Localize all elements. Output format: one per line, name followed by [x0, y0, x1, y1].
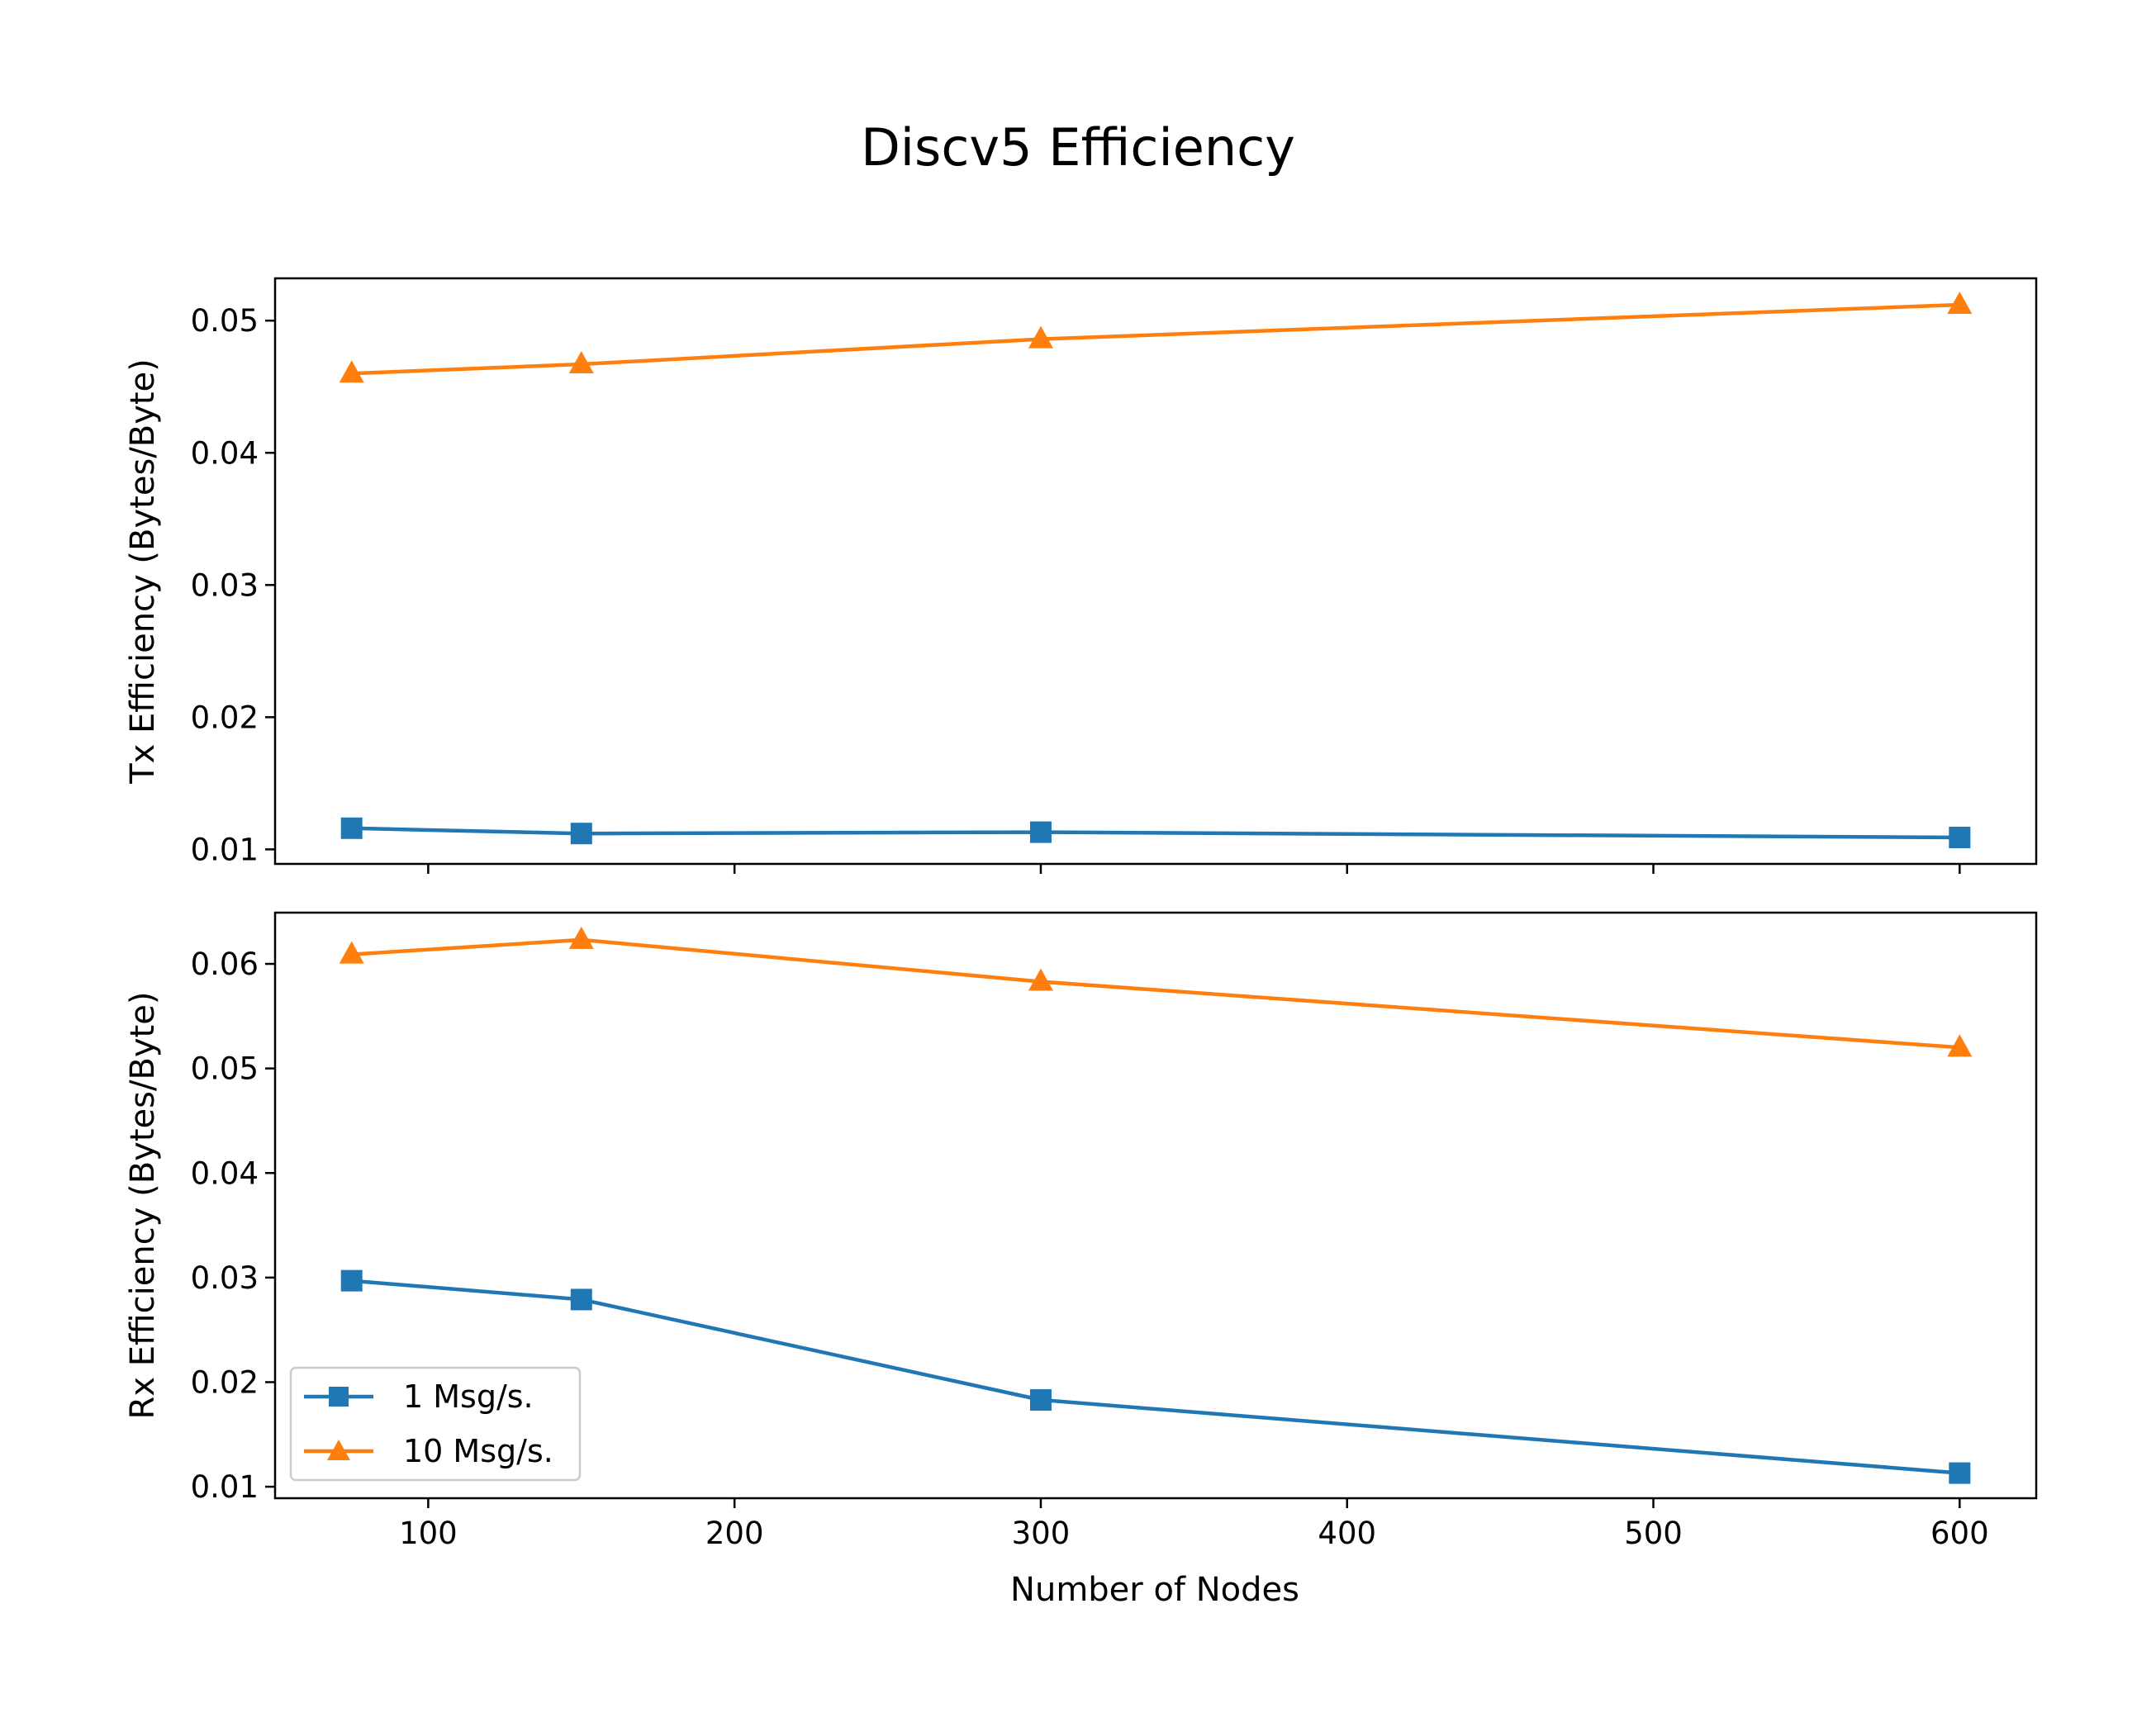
rx-data-point-1-msg-s — [570, 1288, 592, 1311]
tx-data-point-1-msg-s — [1949, 826, 1971, 848]
tx-data-point-10-msg-s — [568, 351, 594, 374]
legend-square-marker-icon — [329, 1387, 349, 1407]
rx-x-tick-label: 600 — [1930, 1516, 1989, 1551]
tx-data-point-10-msg-s — [1028, 325, 1053, 349]
tx-data-point-1-msg-s — [340, 817, 363, 839]
rx-y-tick-label: 0.02 — [191, 1364, 259, 1400]
tx-y-tick-label: 0.02 — [191, 700, 259, 735]
tx-y-tick-label: 0.05 — [191, 303, 259, 339]
tx-series-line-1-msg-s — [351, 826, 1960, 840]
rx-series-group — [339, 926, 1973, 1484]
rx-data-point-1-msg-s — [1949, 1462, 1971, 1484]
tx-y-tick-label: 0.04 — [191, 435, 259, 471]
tx-efficiency-panel: 0.01 0.02 0.03 0.04 0.05 Tx Efficiency (Byte… — [124, 277, 2038, 874]
rx-x-tick-label: 200 — [705, 1516, 764, 1551]
rx-data-point-10-msg-s — [1028, 968, 1053, 991]
rx-x-tick-label: 100 — [399, 1516, 458, 1551]
rx-data-point-10-msg-s — [339, 941, 364, 964]
rx-x-tick-label: 500 — [1624, 1516, 1683, 1551]
tx-ticks: 0.01 0.02 0.03 0.04 0.05 — [191, 303, 1961, 874]
rx-y-tick-label: 0.01 — [191, 1469, 259, 1505]
tx-axes-frame — [273, 277, 2038, 866]
legend-label-1-msg: 1 Msg/s. — [403, 1378, 534, 1415]
rx-series-line-1-msg-s — [351, 1279, 1960, 1475]
tx-series-line-10-msg-s — [351, 302, 1960, 376]
rx-y-axis-label: Rx Efficiency (Bytes/Byte) — [124, 992, 162, 1420]
legend-triangle-marker-icon — [327, 1440, 350, 1460]
legend: 1 Msg/s. 10 Msg/s. — [289, 1366, 582, 1482]
tx-y-tick-label: 0.03 — [191, 567, 259, 603]
legend-entry-10-msg: 10 Msg/s. — [304, 1433, 553, 1469]
rx-axes-frame — [273, 911, 2038, 1500]
tx-data-point-1-msg-s — [1029, 821, 1052, 843]
rx-x-tick-label: 400 — [1318, 1516, 1376, 1551]
rx-data-point-1-msg-s — [1029, 1388, 1052, 1411]
rx-y-tick-label: 0.03 — [191, 1260, 259, 1296]
rx-data-point-10-msg-s — [568, 926, 594, 949]
rx-y-tick-label: 0.04 — [191, 1155, 259, 1191]
rx-series-line-10-msg-s — [351, 937, 1960, 1050]
rx-y-tick-label: 0.05 — [191, 1051, 259, 1087]
rx-x-tick-label: 300 — [1012, 1516, 1071, 1551]
tx-y-axis-label: Tx Efficiency (Bytes/Byte) — [124, 358, 162, 785]
x-axis-label: Number of Nodes — [1010, 1571, 1299, 1609]
legend-entry-1-msg: 1 Msg/s. — [304, 1378, 534, 1415]
rx-data-point-1-msg-s — [340, 1269, 363, 1292]
tx-data-point-10-msg-s — [1947, 292, 1973, 315]
legend-label-10-msg: 10 Msg/s. — [403, 1433, 553, 1469]
tx-data-point-10-msg-s — [339, 360, 364, 383]
rx-ticks: 0.01 0.02 0.03 0.04 0.05 0.06 100 200 300 400 500 6… — [191, 947, 1989, 1551]
rx-efficiency-panel: 0.01 0.02 0.03 0.04 0.05 0.06 100 200 300 400 500 6… — [124, 911, 2038, 1551]
tx-y-tick-label: 0.01 — [191, 832, 259, 867]
rx-y-tick-label: 0.06 — [191, 947, 259, 982]
tx-data-point-1-msg-s — [570, 823, 592, 845]
figure-title: Discv5 Efficiency — [861, 117, 1295, 178]
rx-data-point-10-msg-s — [1947, 1034, 1973, 1057]
tx-series-group — [339, 292, 1973, 848]
